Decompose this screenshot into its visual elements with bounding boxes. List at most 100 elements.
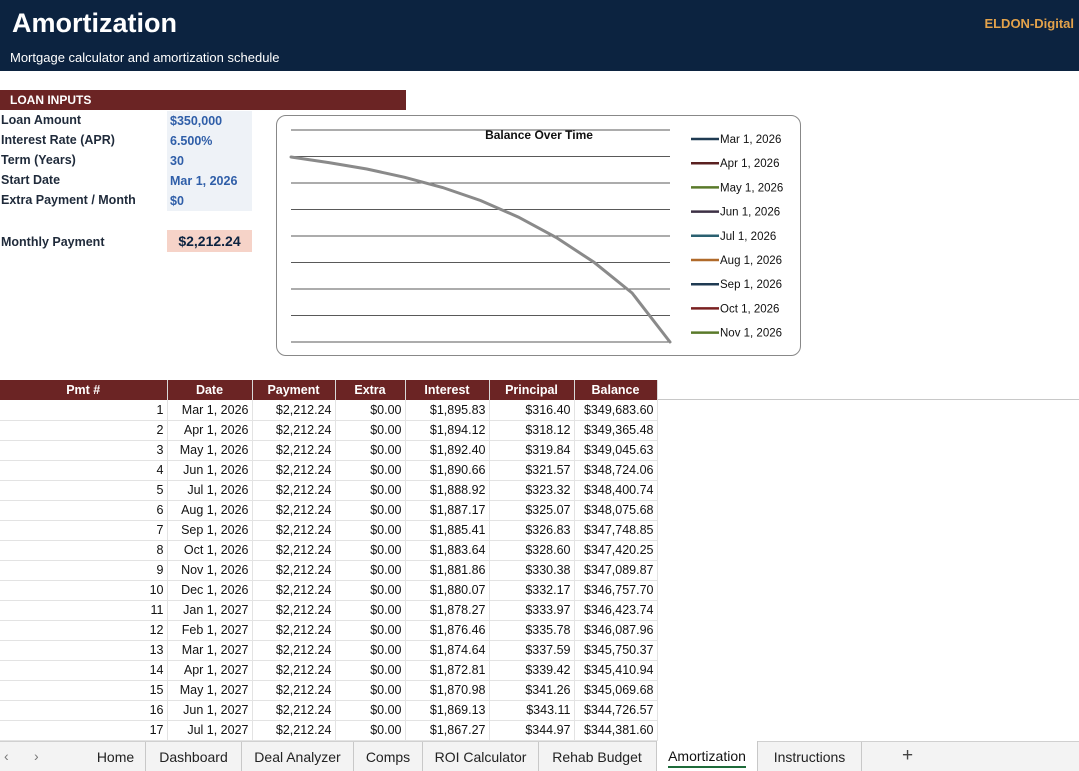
- pmt-cell[interactable]: 12: [0, 620, 168, 641]
- interest-cell[interactable]: $1,890.66: [405, 460, 490, 481]
- payment-cell[interactable]: $2,212.24: [252, 400, 336, 421]
- interest-cell[interactable]: $1,880.07: [405, 580, 490, 601]
- balance-cell[interactable]: $349,365.48: [574, 420, 658, 441]
- principal-cell[interactable]: $339.42: [489, 660, 575, 681]
- tab-home[interactable]: Home: [86, 742, 146, 771]
- pmt-cell[interactable]: 4: [0, 460, 168, 481]
- pmt-cell[interactable]: 1: [0, 400, 168, 421]
- monthly-payment-value[interactable]: $2,212.24: [167, 230, 252, 252]
- pmt-cell[interactable]: 6: [0, 500, 168, 521]
- col-header-pmt[interactable]: Pmt #: [0, 380, 168, 400]
- pmt-cell[interactable]: 16: [0, 700, 168, 721]
- balance-cell[interactable]: $348,400.74: [574, 480, 658, 501]
- extra-cell[interactable]: $0.00: [335, 540, 406, 561]
- col-header-date[interactable]: Date: [167, 380, 253, 400]
- principal-cell[interactable]: $341.26: [489, 680, 575, 701]
- principal-cell[interactable]: $316.40: [489, 400, 575, 421]
- principal-cell[interactable]: $337.59: [489, 640, 575, 661]
- interest-cell[interactable]: $1,888.92: [405, 480, 490, 501]
- prev-sheet-icon[interactable]: ‹: [4, 748, 9, 764]
- interest-cell[interactable]: $1,867.27: [405, 720, 490, 741]
- legend-item[interactable]: Mar 1, 2026: [691, 134, 781, 146]
- interest-cell[interactable]: $1,894.12: [405, 420, 490, 441]
- principal-cell[interactable]: $332.17: [489, 580, 575, 601]
- balance-cell[interactable]: $345,069.68: [574, 680, 658, 701]
- legend-item[interactable]: Jul 1, 2026: [691, 231, 776, 243]
- col-header-extra[interactable]: Extra: [335, 380, 406, 400]
- balance-chart[interactable]: Balance Over Time Mar 1, 2026 Apr 1, 2026…: [276, 115, 801, 356]
- balance-cell[interactable]: $345,410.94: [574, 660, 658, 681]
- date-cell[interactable]: Mar 1, 2026: [167, 400, 253, 421]
- date-cell[interactable]: Mar 1, 2027: [167, 640, 253, 661]
- principal-cell[interactable]: $335.78: [489, 620, 575, 641]
- date-cell[interactable]: Jun 1, 2026: [167, 460, 253, 481]
- col-header-interest[interactable]: Interest: [405, 380, 490, 400]
- principal-cell[interactable]: $328.60: [489, 540, 575, 561]
- pmt-cell[interactable]: 8: [0, 540, 168, 561]
- interest-cell[interactable]: $1,883.64: [405, 540, 490, 561]
- payment-cell[interactable]: $2,212.24: [252, 560, 336, 581]
- balance-cell[interactable]: $346,423.74: [574, 600, 658, 621]
- date-cell[interactable]: Jan 1, 2027: [167, 600, 253, 621]
- interest-cell[interactable]: $1,878.27: [405, 600, 490, 621]
- pmt-cell[interactable]: 7: [0, 520, 168, 541]
- interest-cell[interactable]: $1,892.40: [405, 440, 490, 461]
- pmt-cell[interactable]: 11: [0, 600, 168, 621]
- extra-cell[interactable]: $0.00: [335, 560, 406, 581]
- interest-cell[interactable]: $1,887.17: [405, 500, 490, 521]
- date-cell[interactable]: Sep 1, 2026: [167, 520, 253, 541]
- interest-cell[interactable]: $1,895.83: [405, 400, 490, 421]
- date-cell[interactable]: Apr 1, 2027: [167, 660, 253, 681]
- payment-cell[interactable]: $2,212.24: [252, 660, 336, 681]
- loan-amount-cell[interactable]: $350,000: [167, 111, 252, 131]
- extra-cell[interactable]: $0.00: [335, 480, 406, 501]
- date-cell[interactable]: Apr 1, 2026: [167, 420, 253, 441]
- legend-item[interactable]: Aug 1, 2026: [691, 255, 782, 267]
- principal-cell[interactable]: $323.32: [489, 480, 575, 501]
- date-cell[interactable]: Oct 1, 2026: [167, 540, 253, 561]
- date-cell[interactable]: Nov 1, 2026: [167, 560, 253, 581]
- interest-rate-cell[interactable]: 6.500%: [167, 131, 252, 151]
- interest-cell[interactable]: $1,881.86: [405, 560, 490, 581]
- extra-cell[interactable]: $0.00: [335, 620, 406, 641]
- extra-cell[interactable]: $0.00: [335, 580, 406, 601]
- legend-item[interactable]: Sep 1, 2026: [691, 279, 782, 291]
- interest-cell[interactable]: $1,876.46: [405, 620, 490, 641]
- pmt-cell[interactable]: 2: [0, 420, 168, 441]
- payment-cell[interactable]: $2,212.24: [252, 720, 336, 741]
- date-cell[interactable]: Aug 1, 2026: [167, 500, 253, 521]
- balance-cell[interactable]: $347,089.87: [574, 560, 658, 581]
- principal-cell[interactable]: $343.11: [489, 700, 575, 721]
- principal-cell[interactable]: $326.83: [489, 520, 575, 541]
- extra-cell[interactable]: $0.00: [335, 420, 406, 441]
- principal-cell[interactable]: $319.84: [489, 440, 575, 461]
- extra-cell[interactable]: $0.00: [335, 640, 406, 661]
- principal-cell[interactable]: $318.12: [489, 420, 575, 441]
- balance-cell[interactable]: $344,726.57: [574, 700, 658, 721]
- balance-cell[interactable]: $346,087.96: [574, 620, 658, 641]
- balance-cell[interactable]: $347,748.85: [574, 520, 658, 541]
- balance-cell[interactable]: $344,381.60: [574, 720, 658, 741]
- start-date-cell[interactable]: Mar 1, 2026: [167, 171, 252, 191]
- payment-cell[interactable]: $2,212.24: [252, 680, 336, 701]
- extra-cell[interactable]: $0.00: [335, 600, 406, 621]
- date-cell[interactable]: May 1, 2027: [167, 680, 253, 701]
- next-sheet-icon[interactable]: ›: [34, 748, 39, 764]
- interest-cell[interactable]: $1,885.41: [405, 520, 490, 541]
- payment-cell[interactable]: $2,212.24: [252, 640, 336, 661]
- principal-cell[interactable]: $321.57: [489, 460, 575, 481]
- extra-payment-cell[interactable]: $0: [167, 191, 252, 211]
- balance-cell[interactable]: $349,683.60: [574, 400, 658, 421]
- payment-cell[interactable]: $2,212.24: [252, 540, 336, 561]
- principal-cell[interactable]: $330.38: [489, 560, 575, 581]
- pmt-cell[interactable]: 3: [0, 440, 168, 461]
- payment-cell[interactable]: $2,212.24: [252, 700, 336, 721]
- tab-rehab-budget[interactable]: Rehab Budget: [539, 742, 655, 771]
- pmt-cell[interactable]: 17: [0, 720, 168, 741]
- legend-item[interactable]: Oct 1, 2026: [691, 303, 779, 315]
- tab-deal-analyzer[interactable]: Deal Analyzer: [242, 742, 354, 771]
- term-cell[interactable]: 30: [167, 151, 252, 171]
- balance-cell[interactable]: $349,045.63: [574, 440, 658, 461]
- payment-cell[interactable]: $2,212.24: [252, 460, 336, 481]
- payment-cell[interactable]: $2,212.24: [252, 480, 336, 501]
